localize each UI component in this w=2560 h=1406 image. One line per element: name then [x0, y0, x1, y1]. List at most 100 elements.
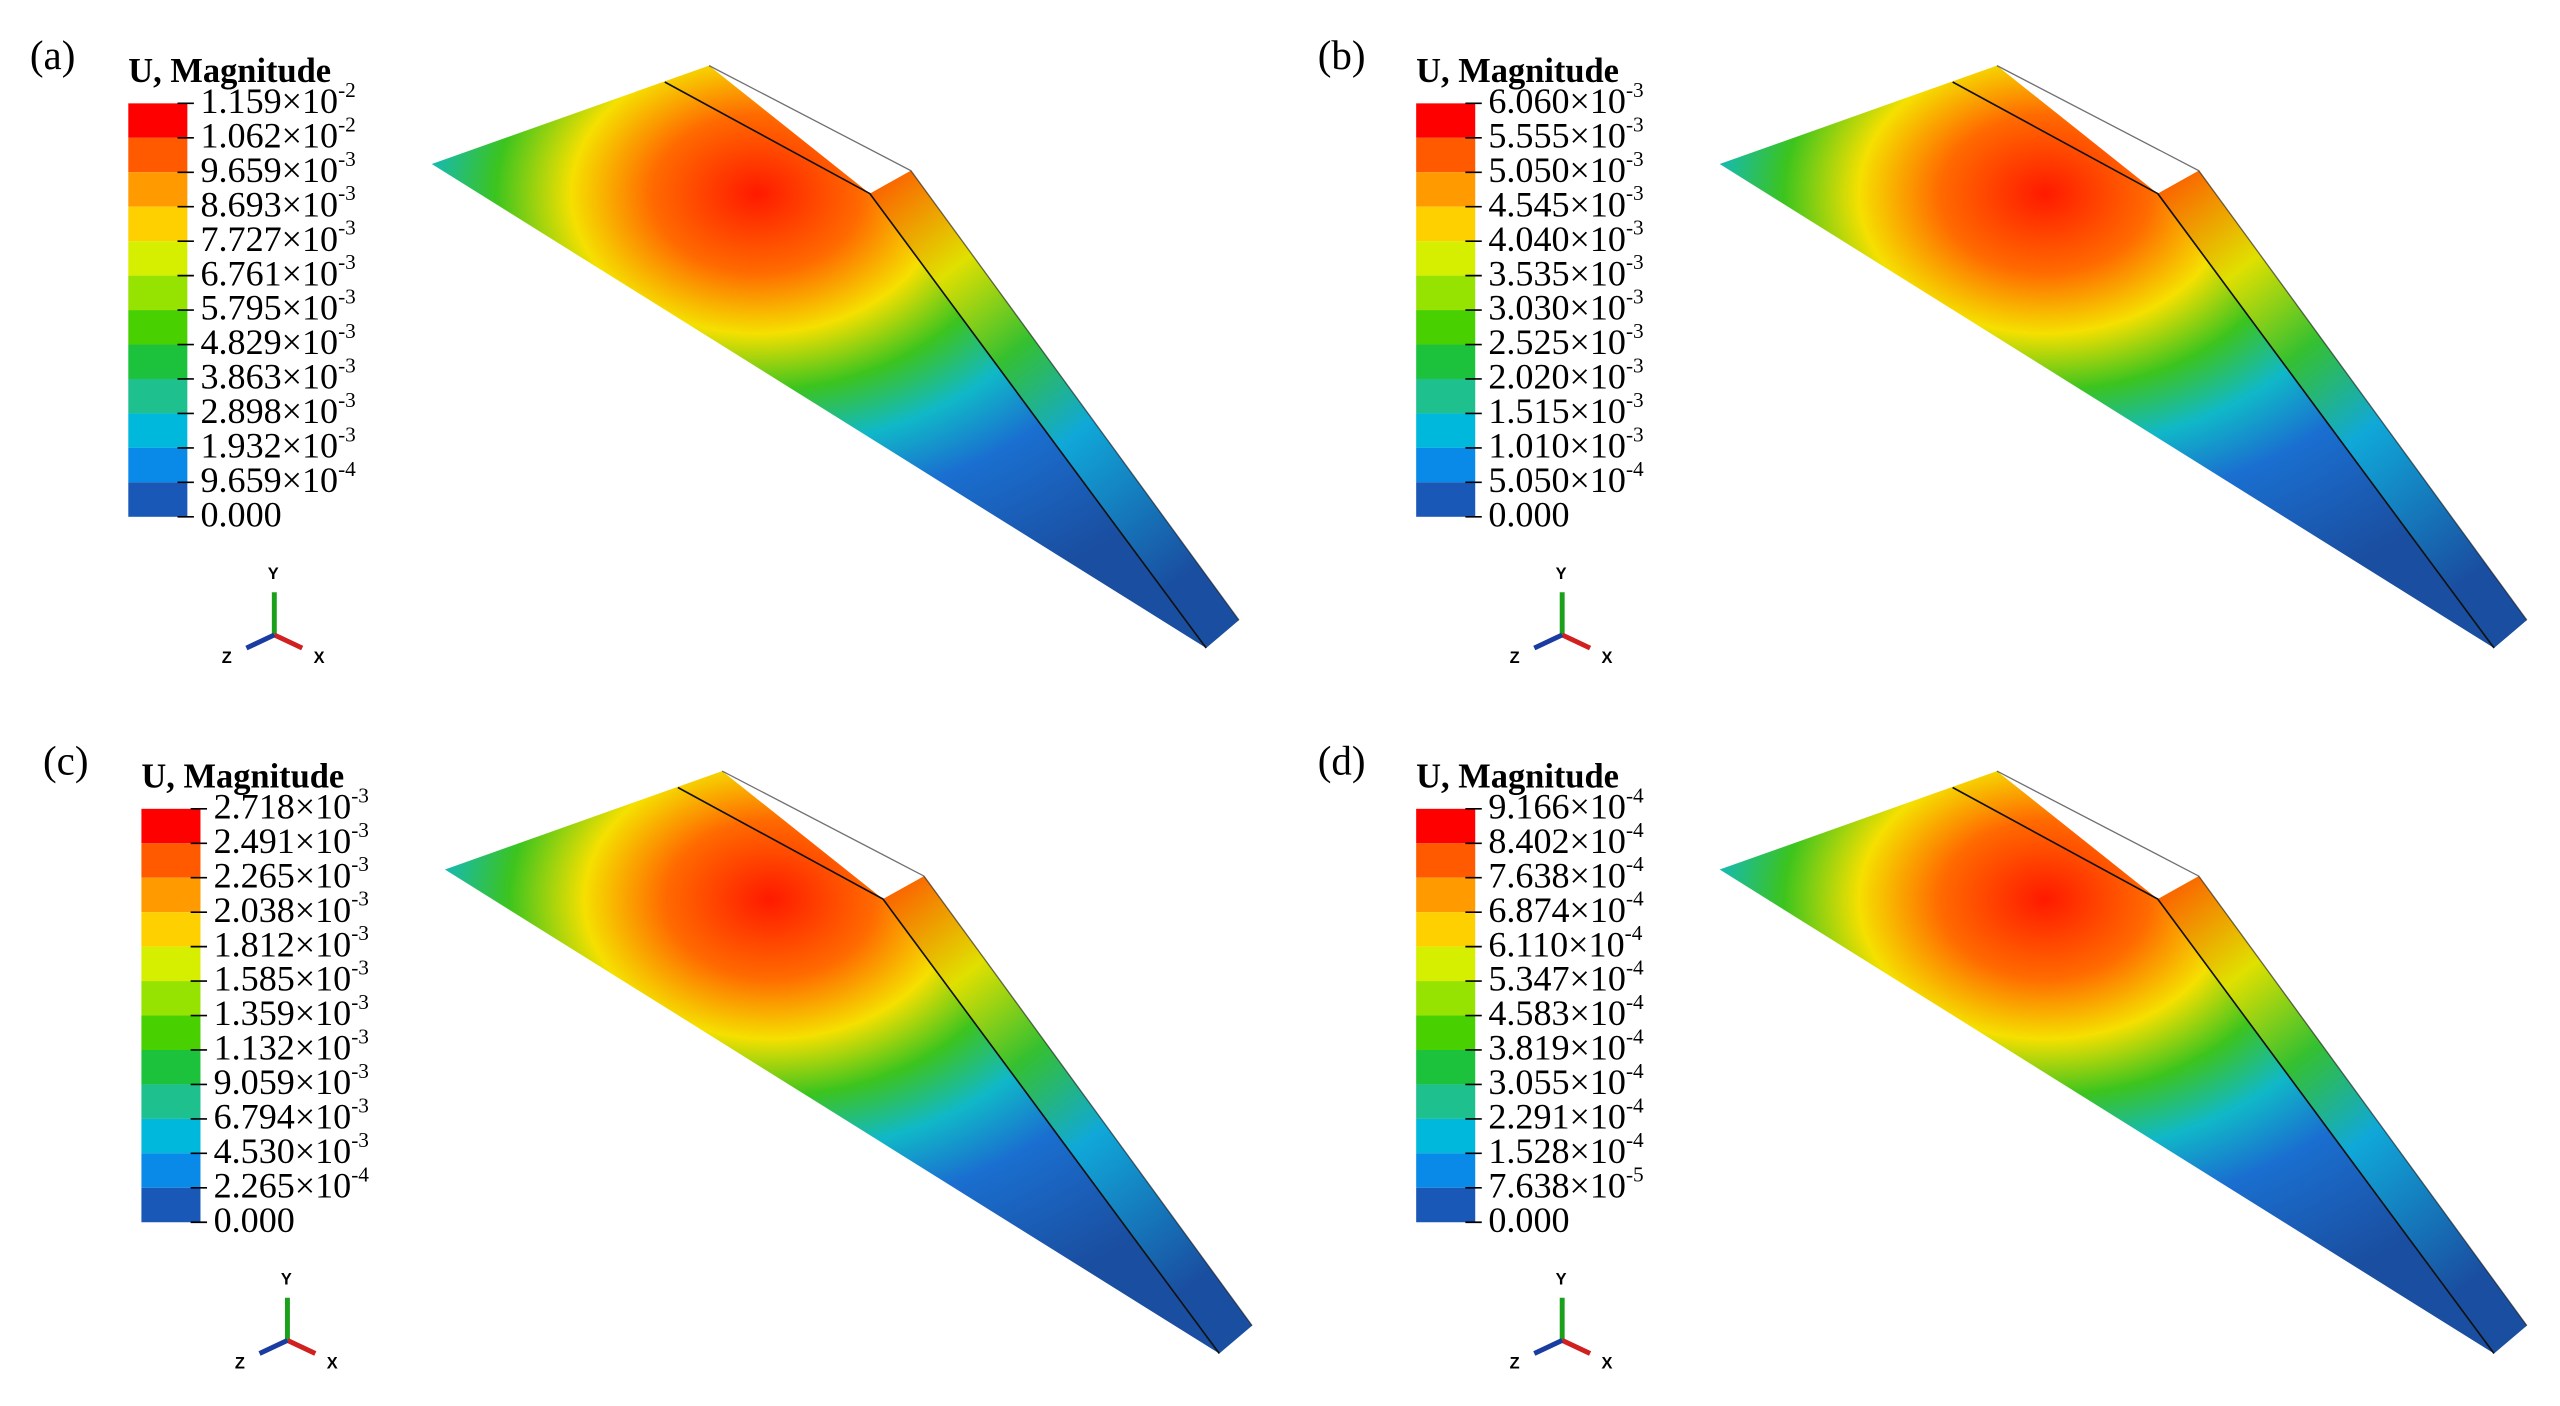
legend-label-exp: -4: [1626, 887, 1644, 911]
legend-label: 1.062×10-2: [200, 112, 355, 156]
panel: (a) U, Magnitude1.159×10-21.062×10-29.659…: [30, 32, 1240, 667]
legend-label-base: 1.528×10: [1488, 1131, 1626, 1171]
legend-label-base: 0.000: [1488, 1200, 1569, 1240]
model-edge: [721, 770, 1253, 1326]
model-edge: [677, 786, 1220, 1354]
legend-label-exp: -3: [1626, 147, 1644, 171]
legend-label: 2.038×10-3: [214, 887, 369, 931]
legend-label: 7.638×10-4: [1488, 852, 1644, 896]
model-edge: [708, 65, 1240, 621]
legend-band: [1416, 172, 1476, 207]
legend-label-exp: -4: [351, 1162, 369, 1186]
legend-label-exp: -4: [1626, 1093, 1644, 1117]
legend-band: [128, 344, 188, 379]
legend-label: 6.761×10-3: [200, 250, 355, 294]
legend-band: [141, 843, 201, 878]
panel-label: (a): [30, 32, 76, 78]
legend-band: [128, 413, 188, 448]
legend-label-exp: -3: [351, 990, 369, 1014]
triad-label-y: Y: [281, 1271, 292, 1289]
legend-label-base: 4.829×10: [200, 322, 338, 362]
legend-label-base: 1.062×10: [200, 116, 338, 156]
legend-label-base: 2.898×10: [200, 391, 338, 431]
legend-label: 5.347×10-4: [1488, 955, 1644, 999]
legend-band: [1416, 1153, 1476, 1188]
legend-label: 6.110×10-4: [1488, 921, 1642, 965]
legend-label-base: 1.812×10: [214, 925, 352, 965]
legend-label-exp: -4: [1626, 852, 1644, 876]
legend-label: 0.000: [1488, 495, 1569, 535]
legend-label-exp: -4: [1626, 1024, 1644, 1048]
legend-label-exp: -3: [351, 921, 369, 945]
triad-label-z: Z: [1510, 649, 1520, 667]
legend-label: 1.159×10-2: [200, 78, 355, 122]
triad-z: [1533, 632, 1564, 651]
legend-label-base: 5.050×10: [1488, 150, 1626, 190]
panel-label: (b): [1318, 32, 1366, 78]
model-edge: [1952, 786, 2495, 1354]
triad-z: [245, 632, 276, 651]
model-top-face: [431, 65, 1207, 649]
legend-band: [1416, 310, 1476, 345]
legend-band: [1416, 206, 1476, 242]
legend-band: [1416, 344, 1476, 379]
model-top-face: [444, 771, 1220, 1354]
legend-label-exp: -3: [351, 783, 369, 807]
triad-label-y: Y: [268, 565, 279, 583]
legend-label: 0.000: [200, 495, 281, 535]
model-top-face: [1719, 771, 2495, 1354]
legend-label-base: 7.727×10: [200, 219, 338, 259]
legend-band: [1416, 1015, 1476, 1050]
legend-title: U, Magnitude: [141, 757, 344, 795]
legend-label-exp: -3: [338, 422, 356, 446]
legend-label-base: 3.863×10: [200, 357, 338, 397]
legend-label-base: 6.761×10: [200, 254, 338, 294]
legend-label-exp: -2: [338, 112, 356, 136]
legend-label: 2.491×10-3: [214, 818, 369, 862]
legend-label: 2.265×10-3: [214, 852, 369, 896]
legend-label: 0.000: [214, 1200, 295, 1240]
legend-label: 1.932×10-3: [200, 422, 355, 466]
triad-z: [1533, 1338, 1564, 1356]
legend-label-exp: -3: [351, 955, 369, 979]
legend-label-base: 0.000: [1488, 495, 1569, 535]
legend-label: 9.166×10-4: [1488, 783, 1644, 827]
legend-label-base: 1.132×10: [214, 1028, 352, 1068]
legend-label-exp: -3: [338, 284, 356, 308]
legend-label-base: 5.795×10: [200, 288, 338, 328]
legend-label: 2.020×10-3: [1488, 353, 1643, 397]
legend-label-base: 5.347×10: [1488, 959, 1626, 999]
legend-band: [1416, 981, 1476, 1016]
legend-label-base: 2.718×10: [214, 787, 352, 827]
legend-label-exp: -3: [1626, 353, 1644, 377]
legend-band: [1416, 912, 1476, 947]
legend-label: 6.794×10-3: [214, 1093, 369, 1137]
legend-label: 4.545×10-3: [1488, 181, 1643, 225]
legend-label: 6.874×10-4: [1488, 887, 1644, 931]
legend-label: 5.050×10-3: [1488, 147, 1643, 191]
legend-label-base: 2.291×10: [1488, 1097, 1626, 1137]
triad-x: [1561, 632, 1592, 651]
legend-band: [1416, 137, 1476, 173]
legend-label-exp: -3: [1626, 216, 1644, 240]
legend-label-exp: -3: [1626, 78, 1644, 102]
triad-label-z: Z: [222, 649, 232, 667]
legend-band: [141, 808, 201, 844]
legend-label: 3.055×10-4: [1488, 1059, 1644, 1103]
legend-label: 7.727×10-3: [200, 216, 355, 260]
legend-label: 1.010×10-3: [1488, 422, 1643, 466]
legend-label-base: 9.059×10: [214, 1062, 352, 1102]
legend-band: [1416, 482, 1476, 517]
legend-band: [128, 447, 188, 483]
legend-band: [141, 877, 201, 913]
triad-x: [286, 1338, 317, 1356]
legend-label-base: 1.585×10: [214, 959, 352, 999]
legend-label: 2.525×10-3: [1488, 319, 1643, 363]
legend-label-base: 3.055×10: [1488, 1062, 1626, 1102]
triad-x: [273, 632, 304, 651]
legend-label: 1.515×10-3: [1488, 388, 1643, 432]
legend-label: 3.863×10-3: [200, 353, 355, 397]
legend-band: [141, 1153, 201, 1188]
triad-label-x: X: [327, 1354, 338, 1372]
triad-label-x: X: [1602, 1354, 1613, 1372]
